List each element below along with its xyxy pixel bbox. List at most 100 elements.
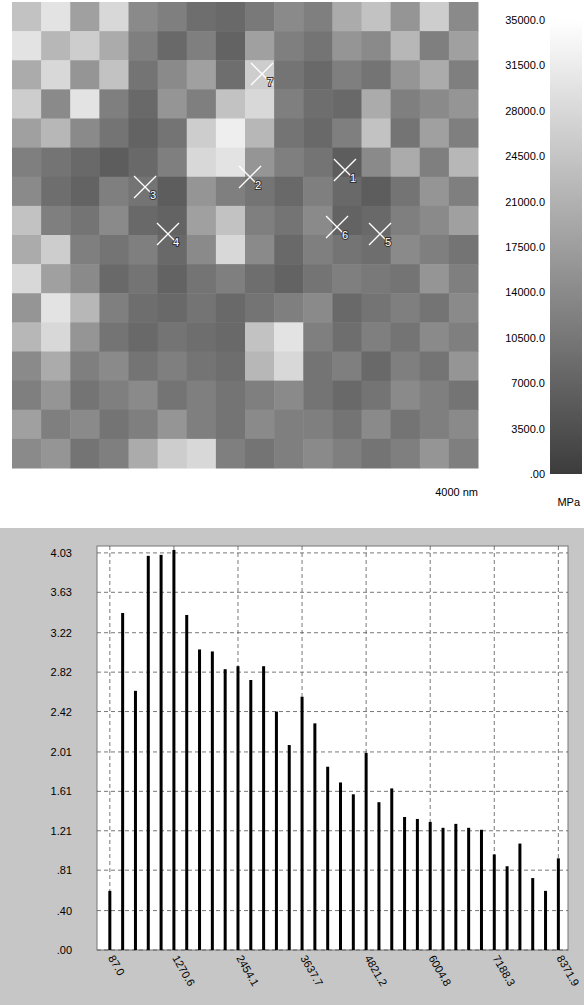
heat-cell bbox=[391, 322, 421, 352]
heat-cell bbox=[391, 206, 421, 236]
heat-cell bbox=[129, 31, 159, 61]
heat-cell bbox=[158, 439, 188, 469]
bar bbox=[301, 697, 304, 950]
heat-cell bbox=[70, 2, 100, 32]
colorbar-tick-label: 21000.0 bbox=[505, 196, 545, 208]
heat-cell bbox=[129, 60, 159, 90]
bar bbox=[544, 891, 547, 950]
heat-cell bbox=[362, 89, 392, 119]
heat-cell bbox=[420, 293, 450, 323]
heat-cell bbox=[245, 322, 275, 352]
heat-cell bbox=[158, 206, 188, 236]
y-tick-label: .81 bbox=[57, 864, 72, 876]
heat-cell bbox=[41, 410, 71, 440]
heat-cell bbox=[99, 322, 129, 352]
heat-cell bbox=[303, 381, 333, 411]
heat-cell bbox=[303, 2, 333, 32]
colorbar-tick-label: 28000.0 bbox=[505, 105, 545, 117]
heat-cell bbox=[216, 148, 246, 178]
colorbar-tick-label: 3500.0 bbox=[511, 423, 545, 435]
bar bbox=[339, 782, 342, 950]
x-tick-label: 2454.1 bbox=[234, 953, 261, 988]
heat-cell bbox=[391, 89, 421, 119]
grid-line-y bbox=[97, 910, 568, 911]
heat-cell bbox=[99, 119, 129, 149]
heat-cell bbox=[12, 177, 42, 207]
heat-cell bbox=[420, 264, 450, 294]
grid-line-x bbox=[494, 546, 495, 950]
bar bbox=[429, 822, 432, 950]
heat-cell bbox=[99, 439, 129, 469]
heat-cell bbox=[129, 381, 159, 411]
heat-cell bbox=[70, 206, 100, 236]
heat-cell bbox=[274, 206, 304, 236]
heat-cell bbox=[420, 31, 450, 61]
heat-cell bbox=[70, 235, 100, 265]
marker-label: 6 bbox=[342, 229, 348, 241]
heat-cell bbox=[332, 2, 362, 32]
colorbar-tick-label: 35000.0 bbox=[505, 14, 545, 26]
x-tick-label: 8371.9 bbox=[555, 953, 582, 988]
heat-cell bbox=[70, 352, 100, 382]
heat-cell bbox=[187, 381, 217, 411]
heat-cell bbox=[216, 381, 246, 411]
marker-label: 1 bbox=[350, 172, 356, 184]
heat-cell bbox=[99, 89, 129, 119]
heat-cell bbox=[129, 352, 159, 382]
heat-cell bbox=[187, 264, 217, 294]
grid-line-y bbox=[97, 711, 568, 712]
colorbar-tick-label: 31500.0 bbox=[505, 59, 545, 71]
heat-cell bbox=[70, 322, 100, 352]
heat-cell bbox=[449, 177, 479, 207]
bar bbox=[108, 891, 111, 950]
bar bbox=[236, 666, 239, 950]
colorbar-tick-label: 7000.0 bbox=[511, 377, 545, 389]
y-tick-label: 4.03 bbox=[51, 547, 72, 559]
heat-cell bbox=[158, 60, 188, 90]
heat-cell bbox=[303, 410, 333, 440]
heat-cell bbox=[245, 439, 275, 469]
marker-label: 7 bbox=[267, 76, 273, 88]
heat-cell bbox=[41, 60, 71, 90]
grid-line-y bbox=[97, 672, 568, 673]
heat-cell bbox=[391, 352, 421, 382]
heat-cell bbox=[274, 381, 304, 411]
heat-cell bbox=[158, 293, 188, 323]
heat-cell bbox=[41, 177, 71, 207]
heat-cell bbox=[70, 177, 100, 207]
bar bbox=[121, 613, 124, 950]
heat-cell bbox=[99, 148, 129, 178]
heat-cell bbox=[274, 410, 304, 440]
heat-cell bbox=[362, 381, 392, 411]
heat-cell bbox=[99, 293, 129, 323]
heat-cell bbox=[303, 31, 333, 61]
bar bbox=[224, 669, 227, 950]
y-tick-label: .40 bbox=[57, 905, 72, 917]
heat-cell bbox=[420, 235, 450, 265]
heat-cell bbox=[129, 148, 159, 178]
heat-cell bbox=[187, 235, 217, 265]
marker-label: 4 bbox=[173, 236, 179, 248]
heat-cell bbox=[245, 119, 275, 149]
heat-cell bbox=[129, 119, 159, 149]
heat-cell bbox=[332, 381, 362, 411]
heat-cell bbox=[99, 381, 129, 411]
heat-cell bbox=[332, 119, 362, 149]
heat-cell bbox=[303, 293, 333, 323]
heat-cell bbox=[216, 119, 246, 149]
colorbar-tick-label: 14000.0 bbox=[505, 286, 545, 298]
heat-cell bbox=[216, 89, 246, 119]
bars bbox=[108, 550, 560, 950]
heat-cell bbox=[274, 293, 304, 323]
heat-cell bbox=[129, 2, 159, 32]
heat-cell bbox=[12, 264, 42, 294]
heat-cell bbox=[332, 60, 362, 90]
y-tick-label: 1.61 bbox=[51, 785, 72, 797]
bar bbox=[249, 680, 252, 950]
heat-cell bbox=[216, 2, 246, 32]
heat-cell bbox=[12, 235, 42, 265]
heat-cell bbox=[303, 206, 333, 236]
marker-label: 2 bbox=[255, 179, 261, 191]
x-tick-label: 6004.8 bbox=[426, 953, 453, 988]
heat-cell bbox=[12, 293, 42, 323]
